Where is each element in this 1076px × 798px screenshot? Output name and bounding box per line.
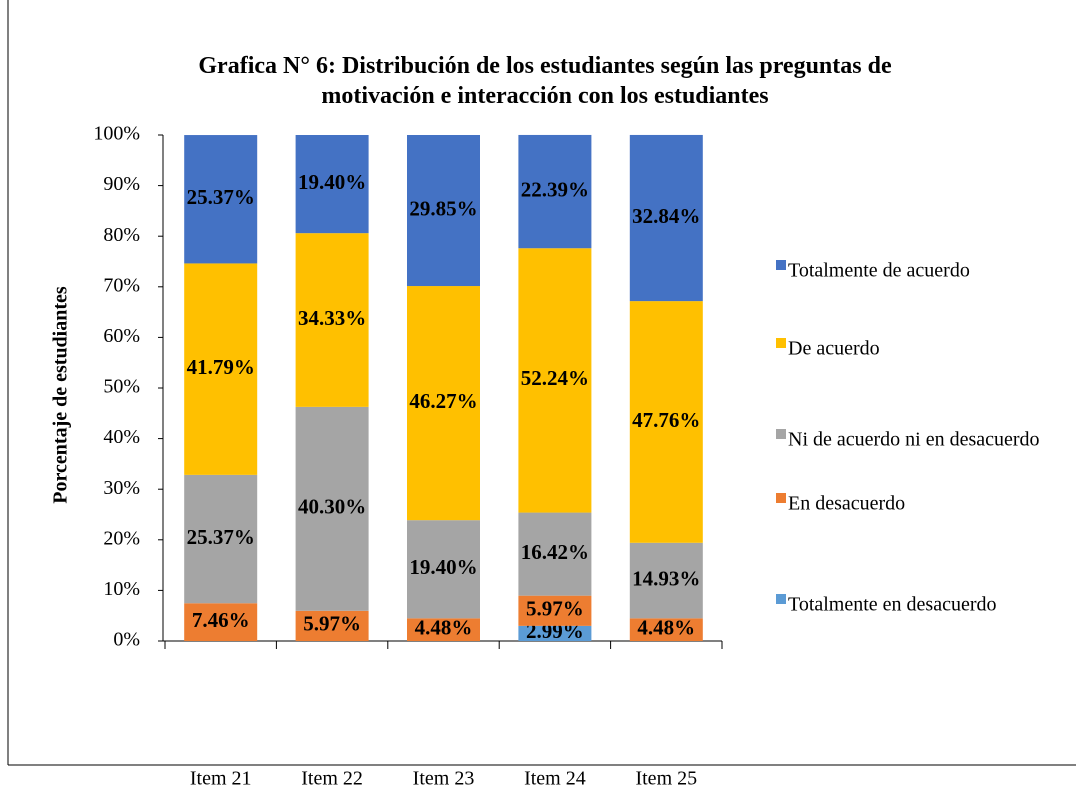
bar-segment <box>295 610 369 641</box>
data-label: 19.40% <box>409 555 477 579</box>
legend-swatch <box>776 429 786 439</box>
bar-segment <box>518 134 592 249</box>
data-label: 5.97% <box>303 612 361 636</box>
bar-segment <box>407 135 480 287</box>
legend-swatch <box>776 493 786 503</box>
y-tick-label: 30% <box>103 477 140 499</box>
bar-segment <box>295 135 369 234</box>
bar-segment <box>629 134 703 302</box>
bar-segment <box>518 512 592 596</box>
x-tick-label: Item 22 <box>301 768 363 790</box>
data-label: 32.84% <box>632 204 700 228</box>
data-label: 4.48% <box>415 615 473 639</box>
data-label: 46.27% <box>409 389 477 413</box>
legend-label: Totalmente de acuerdo <box>788 260 970 282</box>
bar-segment <box>295 233 369 407</box>
legend-label: Totalmente en desacuerdo <box>788 594 997 616</box>
y-tick-label: 50% <box>103 376 140 398</box>
bar-segment <box>295 406 369 611</box>
bar-segment <box>184 474 258 604</box>
data-label: 47.76% <box>632 408 700 432</box>
data-label: 41.79% <box>187 355 255 379</box>
legend-label: Ni de acuerdo ni en desacuerdo <box>788 429 1040 451</box>
bar-segment <box>518 625 592 641</box>
bar-segment <box>407 286 480 521</box>
data-label: 22.39% <box>521 177 589 201</box>
data-label: 29.85% <box>409 196 477 220</box>
data-label: 34.33% <box>298 306 366 330</box>
x-tick-label: Item 23 <box>413 768 475 790</box>
data-label: 7.46% <box>192 608 250 632</box>
y-tick-label: 100% <box>93 123 140 145</box>
data-label: 25.37% <box>187 525 255 549</box>
data-label: 52.24% <box>521 366 589 390</box>
y-tick-label: 80% <box>103 224 140 246</box>
y-tick-label: 0% <box>113 629 140 651</box>
data-label: 14.93% <box>632 566 700 590</box>
bar-segment <box>407 618 480 641</box>
data-label: 25.37% <box>187 185 255 209</box>
y-tick-label: 10% <box>103 578 140 600</box>
bar-segment <box>629 542 703 619</box>
data-label: 19.40% <box>298 170 366 194</box>
y-tick-label: 90% <box>103 173 140 195</box>
bar-segment <box>518 248 592 513</box>
x-tick-label: Item 21 <box>190 768 252 790</box>
y-tick-label: 70% <box>103 274 140 296</box>
data-label: 16.42% <box>521 540 589 564</box>
y-tick-label: 40% <box>103 426 140 448</box>
x-tick-label: Item 25 <box>635 768 697 790</box>
y-axis-label: Porcentaje de estudiantes <box>50 286 72 504</box>
y-tick-label: 20% <box>103 527 140 549</box>
legend-label: En desacuerdo <box>788 493 905 515</box>
legend-swatch <box>776 260 786 270</box>
x-tick-label: Item 24 <box>524 768 586 790</box>
legend-swatch <box>776 594 786 604</box>
bar-segment <box>407 520 480 619</box>
bar-segment <box>184 263 258 475</box>
data-label: 4.48% <box>637 615 695 639</box>
legend-label: De acuerdo <box>788 338 880 360</box>
y-tick-label: 60% <box>103 325 140 347</box>
bar-segment <box>184 603 258 641</box>
bar-segment <box>629 301 703 543</box>
bar-segment <box>184 135 258 264</box>
data-label: 40.30% <box>298 495 366 519</box>
legend-swatch <box>776 338 786 348</box>
bar-segment <box>518 595 592 626</box>
data-label: 5.97% <box>526 597 584 621</box>
bar-segment <box>629 618 703 641</box>
chart-title: Grafica N° 6: Distribución de los estudi… <box>198 53 892 109</box>
